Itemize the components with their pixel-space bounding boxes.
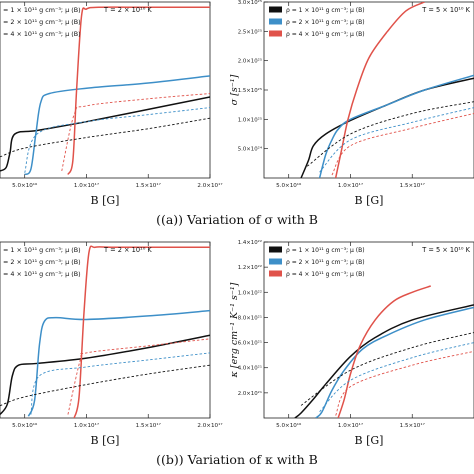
plot-frame <box>0 1 211 179</box>
legend-swatch <box>269 270 282 277</box>
x-tick-label: 2.0×10¹⁷ <box>197 422 222 429</box>
y-tick-label: 6.0×10²¹ <box>238 340 262 347</box>
series-line-2 <box>27 309 210 417</box>
x-tick-label: 1.5×10¹⁷ <box>400 422 425 429</box>
legend-label: ρ = 1 × 10¹¹ g cm⁻³; μ (B) <box>286 247 365 254</box>
x-tick-label: 1.0×10¹⁷ <box>74 182 99 189</box>
series-line-2 <box>318 74 474 178</box>
legend-label: = 4 × 10¹¹ g cm⁻³; μ (B) <box>3 30 81 38</box>
series-line-1 <box>294 304 474 418</box>
series-line-2 <box>315 306 474 418</box>
chart-kappa-t2e10: 5.0×10¹⁶ 1.0×10¹⁷ 1.5×10¹⁷ 2.0×10¹⁷ B [G] = 1… <box>0 241 223 447</box>
series-line-6 <box>67 338 210 415</box>
series-line-3 <box>334 2 425 178</box>
temperature-label: T = 5 × 10¹⁰ K <box>421 6 470 14</box>
legend-label: ρ = 2 × 10¹¹ g cm⁻³; μ (B) <box>286 19 365 26</box>
x-tick-label: 5.0×10¹⁶ <box>276 182 302 189</box>
series-line-1 <box>0 96 210 172</box>
series-line-5 <box>319 107 474 173</box>
x-axis-label: B [G] <box>91 194 120 207</box>
temperature-label: T = 5 × 10¹⁰ K <box>421 246 470 254</box>
caption-a: ((a)) Variation of σ with B <box>156 212 318 227</box>
y-tick-label: 2.0×10²¹ <box>238 390 262 397</box>
series-line-4 <box>300 332 474 406</box>
x-tick-label: 1.5×10¹⁷ <box>136 422 161 429</box>
series-group <box>300 2 474 178</box>
y-tick-label: 1.2×10²² <box>238 264 262 271</box>
y-tick-label: 2.0×10²⁵ <box>238 58 262 65</box>
legend-label: ρ = 4 × 10¹¹ g cm⁻³; μ (B) <box>286 271 365 278</box>
y-tick-label: 1.4×10²² <box>238 239 262 246</box>
legend-swatch <box>269 30 282 37</box>
y-tick-label: 1.5×10²⁵ <box>238 87 262 94</box>
legend: ρ = 1 × 10¹¹ g cm⁻³; μ (B) ρ = 2 × 10¹¹ g… <box>269 6 365 38</box>
series-line-5 <box>24 107 210 173</box>
chart-sigma-t2e10: 5.0×10¹⁶ 1.0×10¹⁷ 1.5×10¹⁷ 2.0×10¹⁷ B [G] = 1… <box>0 1 223 207</box>
plot-frame <box>0 241 211 419</box>
series-group <box>294 285 474 418</box>
x-tick-label: 5.0×10¹⁶ <box>12 182 38 189</box>
x-axis-label: B [G] <box>355 434 384 447</box>
x-tick-label: 1.0×10¹⁷ <box>338 422 363 429</box>
legend-swatch <box>269 18 282 25</box>
legend-swatch <box>269 246 282 253</box>
x-axis-label: B [G] <box>355 194 384 207</box>
series-line-4 <box>306 101 474 167</box>
x-axis-label: B [G] <box>91 434 120 447</box>
x-tick-label: 1.5×10¹⁷ <box>400 182 425 189</box>
series-line-1 <box>0 334 210 415</box>
series-line-6 <box>335 350 474 416</box>
legend: = 1 × 10¹¹ g cm⁻³; μ (B) = 2 × 10¹¹ g cm⁻… <box>3 6 81 38</box>
legend-label: = 1 × 10¹¹ g cm⁻³; μ (B) <box>3 6 81 14</box>
series-line-2 <box>24 75 210 176</box>
series-line-4 <box>0 117 210 158</box>
y-axis-label: κ [erg cm⁻¹ K⁻¹ s⁻¹] <box>229 282 240 378</box>
caption-b: ((b)) Variation of κ with B <box>156 452 318 467</box>
y-axis-label: σ [s⁻¹] <box>229 74 240 105</box>
y-tick-label: 8.0×10²¹ <box>238 314 262 321</box>
legend-swatch <box>269 258 282 265</box>
legend: ρ = 1 × 10¹¹ g cm⁻³; μ (B) ρ = 2 × 10¹¹ g… <box>269 246 365 278</box>
y-tick-label: 5.0×10²⁴ <box>238 146 262 153</box>
temperature-label: T = 2 × 10¹⁰ K <box>103 246 152 254</box>
x-tick-label: 5.0×10¹⁶ <box>276 422 302 429</box>
chart-kappa-t5e10: 5.0×10¹⁶ 1.0×10¹⁷ 1.5×10¹⁷ 2.0×10²¹ 4.0×10²¹… <box>229 239 474 447</box>
series-line-1 <box>300 77 474 178</box>
plot-frame <box>263 1 474 179</box>
legend-label: ρ = 4 × 10¹¹ g cm⁻³; μ (B) <box>286 31 365 38</box>
legend-label: = 2 × 10¹¹ g cm⁻³; μ (B) <box>3 18 81 26</box>
series-line-3 <box>337 285 432 418</box>
series-line-5 <box>319 342 474 413</box>
x-tick-label: 5.0×10¹⁶ <box>12 422 38 429</box>
legend: = 1 × 10¹¹ g cm⁻³; μ (B) = 2 × 10¹¹ g cm⁻… <box>3 246 81 278</box>
series-group <box>0 245 210 418</box>
series-line-3 <box>67 6 210 175</box>
x-tick-label: 1.0×10¹⁷ <box>74 422 99 429</box>
y-tick-label: 1.0×10²² <box>238 289 262 296</box>
chart-sigma-t5e10: 5.0×10¹⁶ 1.0×10¹⁷ 1.5×10¹⁷ 5.0×10²⁴ 1.0×10²⁵… <box>229 0 474 207</box>
legend-swatch <box>269 6 282 13</box>
series-line-5 <box>30 352 210 415</box>
temperature-label: T = 2 × 10¹⁰ K <box>103 6 152 14</box>
y-tick-label: 1.0×10²⁵ <box>238 116 262 123</box>
series-line-4 <box>0 364 210 407</box>
y-tick-label: 3.0×10²⁵ <box>238 0 262 6</box>
series-line-6 <box>331 113 474 176</box>
y-tick-label: 2.5×10²⁵ <box>238 28 262 35</box>
plot-frame <box>263 241 474 419</box>
legend-label: ρ = 2 × 10¹¹ g cm⁻³; μ (B) <box>286 259 365 266</box>
x-tick-label: 1.5×10¹⁷ <box>136 182 161 189</box>
x-tick-label: 1.0×10¹⁷ <box>338 182 363 189</box>
legend-label: ρ = 1 × 10¹¹ g cm⁻³; μ (B) <box>286 7 365 14</box>
legend-label: = 1 × 10¹¹ g cm⁻³; μ (B) <box>3 246 81 254</box>
series-line-6 <box>61 93 210 172</box>
series-group <box>0 6 210 176</box>
x-tick-label: 2.0×10¹⁷ <box>197 182 222 189</box>
legend-label: = 2 × 10¹¹ g cm⁻³; μ (B) <box>3 258 81 266</box>
y-tick-label: 4.0×10²¹ <box>238 365 262 372</box>
legend-label: = 4 × 10¹¹ g cm⁻³; μ (B) <box>3 270 81 278</box>
series-line-3 <box>73 245 210 418</box>
